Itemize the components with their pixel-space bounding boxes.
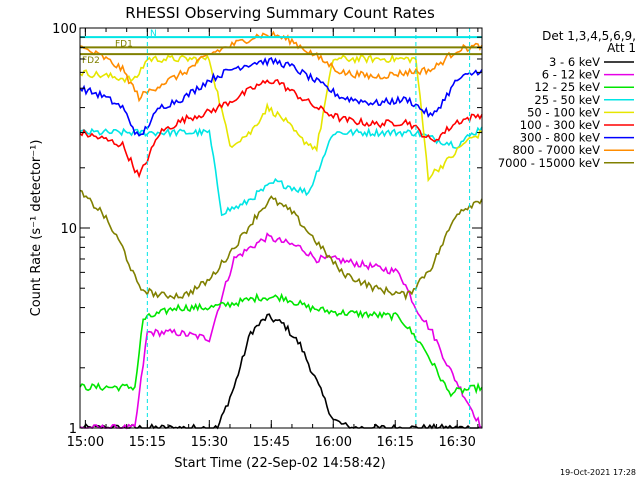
legend-label-4: 25 - 50 keV	[534, 93, 600, 107]
legend-label-5: 50 - 100 keV	[527, 105, 600, 119]
x-tick-label-2: 15:15	[129, 435, 166, 450]
y-tick-label-2: 10	[60, 222, 77, 237]
y-tick-label-3: 100	[52, 22, 77, 37]
series-line-6	[79, 78, 483, 179]
legend-label-7: 300 - 800 keV	[520, 131, 600, 145]
y-tick-label-1: 1	[69, 422, 77, 437]
y-axis: 1 10 100	[52, 22, 482, 437]
chart-title: RHESSI Observing Summary Count Rates	[125, 4, 435, 22]
series-line-5	[79, 53, 483, 183]
x-axis-label: Start Time (22-Sep-02 14:58:42)	[174, 456, 385, 471]
series-line-2	[79, 232, 483, 430]
legend-label-9: 7000 - 15000 keV	[498, 156, 600, 170]
x-axis: 15:00 15:15 15:30 15:45 16:00 16:15 16:30	[67, 28, 479, 450]
x-tick-label-6: 16:15	[377, 435, 414, 450]
x-tick-label-3: 15:30	[191, 435, 228, 450]
series-line-4	[79, 126, 483, 217]
legend-label-6: 100 - 300 keV	[520, 118, 600, 132]
legend-label-2: 6 - 12 keV	[542, 68, 600, 82]
plot-area: FD1 FD2 N	[79, 28, 483, 430]
legend-label-3: 12 - 25 keV	[534, 80, 600, 94]
series-line-9	[79, 189, 483, 301]
flag-label-n: N	[150, 29, 157, 39]
flag-label-fd1: FD1	[115, 39, 133, 49]
legend-label-1: 3 - 6 keV	[549, 55, 600, 69]
plot-frame	[79, 27, 483, 429]
flag-label-fd2: FD2	[82, 56, 100, 66]
y-axis-label: Count Rate (s⁻¹ detector⁻¹)	[29, 140, 44, 317]
legend-header-line-2: Att 1	[607, 41, 636, 55]
legend-label-8: 800 - 7000 keV	[512, 143, 600, 157]
generation-timestamp: 19-Oct-2021 17:28	[560, 468, 636, 477]
x-tick-label-7: 16:30	[438, 435, 475, 450]
series-line-1	[79, 313, 483, 430]
x-tick-label-4: 15:45	[253, 435, 290, 450]
x-tick-label-5: 16:00	[315, 435, 352, 450]
x-tick-label-1: 15:00	[67, 435, 104, 450]
legend-header-line-1: Det 1,3,4,5,6,9,	[542, 29, 636, 43]
